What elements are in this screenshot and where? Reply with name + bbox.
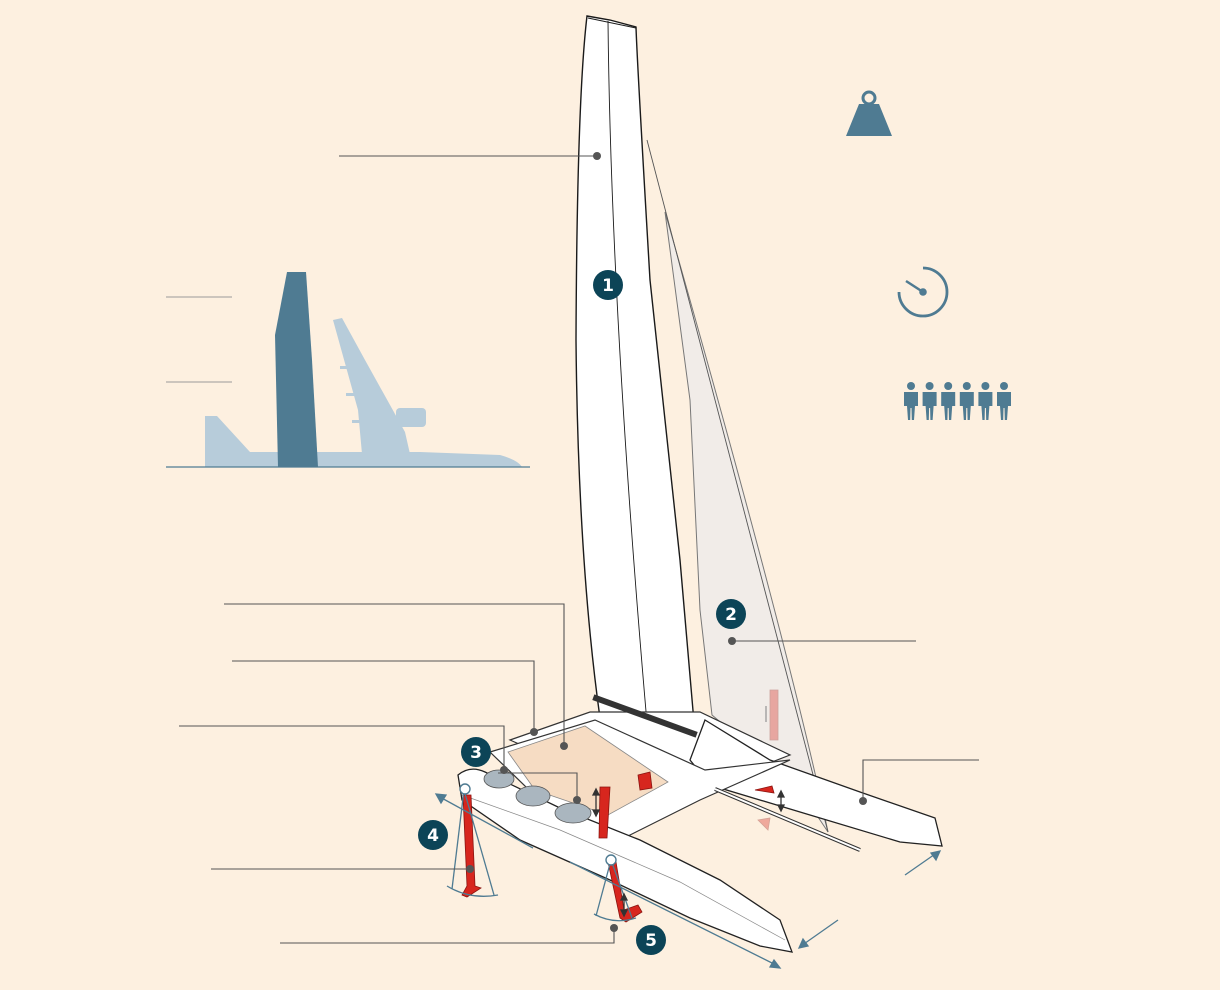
crew-member-figure — [959, 382, 974, 420]
size-comparison — [166, 272, 530, 468]
daggerboard-foil — [461, 794, 482, 898]
airliner-silhouette — [205, 318, 522, 467]
badge-2: 2 — [716, 599, 746, 629]
svg-text:1: 1 — [602, 276, 614, 296]
crew-member-figure — [941, 382, 956, 420]
svg-text:5: 5 — [645, 931, 657, 951]
crew-icon — [904, 382, 1011, 420]
wing-sail — [575, 15, 698, 758]
forestay — [646, 139, 829, 833]
leader-helm-pod — [179, 725, 505, 770]
cockpit-pods — [483, 769, 592, 824]
crew-member-figure — [904, 382, 918, 420]
jib — [646, 139, 829, 833]
leader-pods — [498, 772, 578, 800]
badge-4: 4 — [418, 820, 448, 850]
leader-deck — [224, 603, 565, 746]
pivot-markers — [459, 783, 617, 866]
wing-sail-silhouette — [275, 272, 318, 467]
crew-member-figure — [978, 382, 993, 420]
gauge-icon — [897, 266, 949, 318]
svg-text:4: 4 — [427, 826, 439, 846]
badge-5: 5 — [636, 925, 666, 955]
badge-1: 1 — [593, 270, 623, 300]
leader-dots — [466, 152, 867, 932]
catamaran-platform — [457, 694, 943, 953]
svg-text:3: 3 — [470, 743, 482, 763]
leader-crossbeam — [232, 660, 535, 732]
motion-arrows — [434, 789, 942, 969]
svg-text:2: 2 — [725, 605, 737, 625]
badge-3: 3 — [461, 737, 491, 767]
leader-lines — [179, 155, 979, 944]
crew-member-figure — [997, 382, 1011, 420]
vertical-adjust-arrows — [591, 706, 786, 918]
crew-member-figure — [922, 382, 937, 420]
leader-starboard-hull — [862, 759, 979, 801]
leader-rudder — [280, 928, 615, 944]
weight-icon — [846, 90, 892, 136]
